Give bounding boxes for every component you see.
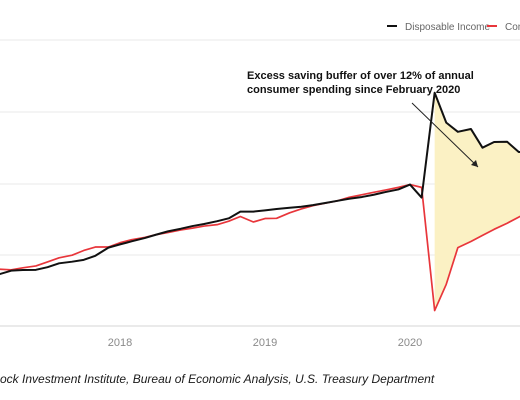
legend-label-con: Con: [505, 22, 520, 33]
legend-label-disposable-income: Disposable Income: [405, 22, 490, 33]
series-line-con: [0, 183, 520, 312]
annotation-arrowhead: [471, 160, 478, 167]
annotation: Excess saving buffer of over 12% of annu…: [247, 70, 479, 168]
annotation-line-1: Excess saving buffer of over 12% of annu…: [247, 70, 474, 82]
excess-saving-area: [434, 92, 520, 311]
source-note: ock Investment Institute, Bureau of Econ…: [0, 372, 435, 386]
series-line-disposable-income: [0, 91, 520, 276]
series-lines: [0, 91, 520, 312]
grid-lines: [0, 39, 520, 327]
annotation-line-2: consumer spending since February 2020: [247, 84, 460, 96]
x-tick-label: 2020: [398, 337, 422, 349]
annotation-arrow: [411, 102, 479, 168]
x-tick-label: 2018: [108, 337, 132, 349]
x-tick-label: 2019: [253, 337, 277, 349]
legend: Disposable Income Con: [387, 22, 520, 33]
x-axis-ticks: 2018 2019 2020: [108, 337, 422, 349]
